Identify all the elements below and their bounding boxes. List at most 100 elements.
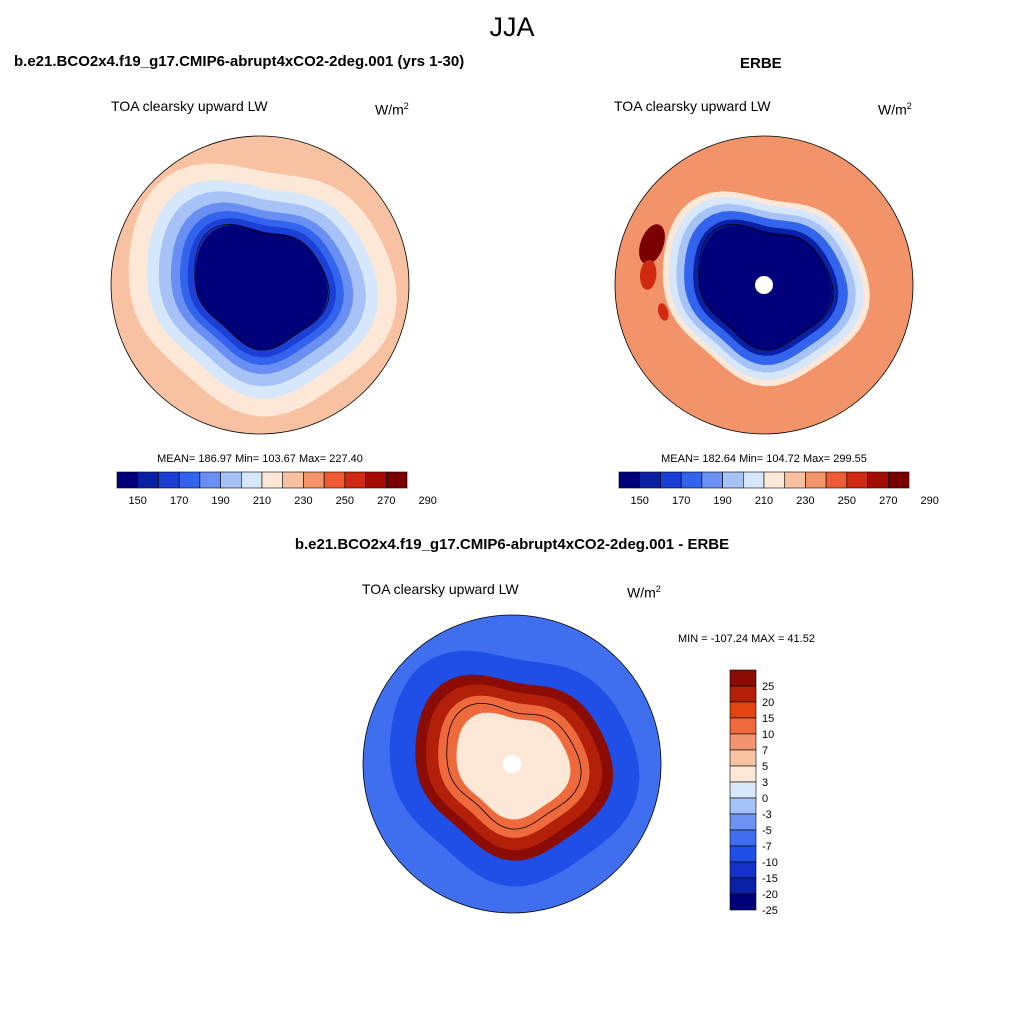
obs-units-label: W/m2 [878,101,912,118]
colorbar-box-2 [158,471,180,489]
colorbar-tick-label: 15 [762,713,774,725]
colorbar-box-9 [729,813,757,831]
obs-stats: MEAN= 182.64 Min= 104.72 Max= 299.55 [661,453,867,465]
contour-band-7 [195,225,328,350]
colorbar-tick-label: 25 [762,681,774,693]
colorbar-tick-label: -5 [762,825,772,837]
colorbar-tick-label: 290 [921,495,939,507]
colorbar-box-8 [784,471,806,489]
antarctic-coastline [194,224,330,351]
colorbar-tick-label: 210 [253,495,271,507]
colorbar-tick-label: 230 [294,495,312,507]
obs-variable-label: TOA clearsky upward LW [614,98,771,114]
model-polar-map [110,135,410,435]
colorbar-tick-label: -10 [762,857,778,869]
colorbar-tick-label: -7 [762,841,772,853]
colorbar-box-6 [240,471,263,489]
colorbar-box-6 [742,471,765,489]
colorbar-box-14 [729,893,757,911]
colorbar-tick-label: 20 [762,697,774,709]
colorbar-tick-label: -20 [762,889,778,901]
colorbar-box-0 [116,471,139,489]
colorbar-tick-label: 190 [713,495,731,507]
missing-pole-marker [755,276,773,294]
missing-pole-marker [503,755,521,773]
colorbar-box-4 [199,471,221,489]
model-stats: MEAN= 186.97 Min= 103.67 Max= 227.40 [157,453,363,465]
colorbar-tick-label: 7 [762,745,768,757]
colorbar-box-13 [385,471,408,489]
model-variable-label: TOA clearsky upward LW [111,98,268,114]
colorbar-box-12 [867,471,889,489]
obs-polar-map [614,135,914,435]
colorbar-tick-label: 250 [838,495,856,507]
colorbar-tick-label: 290 [419,495,437,507]
colorbar-box-9 [805,471,827,489]
colorbar-box-7 [729,781,757,799]
diff-panel-title: b.e21.BCO2x4.f19_g17.CMIP6-abrupt4xCO2-2… [294,536,730,553]
colorbar-box-13 [729,877,757,895]
colorbar-box-12 [365,471,387,489]
colorbar-tick-label: 190 [211,495,229,507]
colorbar-box-4 [729,733,757,751]
colorbar-box-1 [639,471,661,489]
colorbar-box-13 [887,471,910,489]
colorbar-tick-label: 150 [631,495,649,507]
model-colorbar: 150 170 190 210 230 250 270 290 [116,471,437,507]
colorbar-box-0 [729,669,757,687]
map-border [614,135,914,435]
colorbar-box-7 [261,471,284,489]
diff-polar-map [362,614,662,914]
diff-stats: MIN = -107.24 MAX = 41.52 [678,633,815,645]
map-border [110,135,410,435]
colorbar-box-5 [220,471,242,489]
colorbar-box-5 [722,471,744,489]
colorbar-box-4 [701,471,723,489]
antarctic-coastline [446,703,582,830]
model-units-label: W/m2 [375,101,409,118]
colorbar-box-10 [825,471,848,489]
colorbar-tick-label: 0 [762,793,768,805]
colorbar-tick-label: 170 [170,495,188,507]
colorbar-box-10 [323,471,346,489]
colorbar-tick-label: 150 [129,495,147,507]
colorbar-tick-label: 170 [672,495,690,507]
diff-colorbar: 25 20 15 10 7 5 3 0 -3 -5 -7 -10 -15 -20 -25 [729,669,778,917]
colorbar-box-11 [846,471,868,489]
colorbar-box-8 [729,797,757,815]
colorbar-tick-label: -15 [762,873,778,885]
colorbar-box-11 [729,845,757,863]
colorbar-box-2 [660,471,682,489]
colorbar-tick-label: 210 [755,495,773,507]
figure-title: JJA [489,12,535,42]
colorbar-box-1 [729,685,757,703]
colorbar-box-6 [729,765,757,783]
hotspot-0 [639,224,665,265]
colorbar-box-11 [344,471,366,489]
colorbar-box-9 [303,471,325,489]
colorbar-tick-label: 230 [796,495,814,507]
diff-units-label: W/m2 [627,584,661,601]
model-panel-title: b.e21.BCO2x4.f19_g17.CMIP6-abrupt4xCO2-2… [14,53,465,70]
colorbar-box-12 [729,861,757,879]
colorbar-tick-label: -25 [762,905,778,917]
obs-panel-title: ERBE [740,55,782,72]
antarctic-coastline [698,224,834,351]
colorbar-box-2 [729,701,757,719]
colorbar-box-10 [729,829,757,847]
colorbar-box-3 [729,717,757,735]
hotspot-2 [657,303,669,321]
obs-colorbar: 150 170 190 210 230 250 270 290 [618,471,939,507]
colorbar-box-3 [680,471,703,489]
colorbar-tick-label: 250 [336,495,354,507]
colorbar-tick-label: 270 [879,495,897,507]
colorbar-box-3 [178,471,201,489]
colorbar-tick-label: 270 [377,495,395,507]
colorbar-tick-label: 3 [762,777,768,789]
colorbar-box-7 [763,471,786,489]
colorbar-box-1 [137,471,159,489]
diff-variable-label: TOA clearsky upward LW [362,581,519,597]
map-border [362,614,662,914]
colorbar-tick-label: -3 [762,809,772,821]
colorbar-box-0 [618,471,641,489]
